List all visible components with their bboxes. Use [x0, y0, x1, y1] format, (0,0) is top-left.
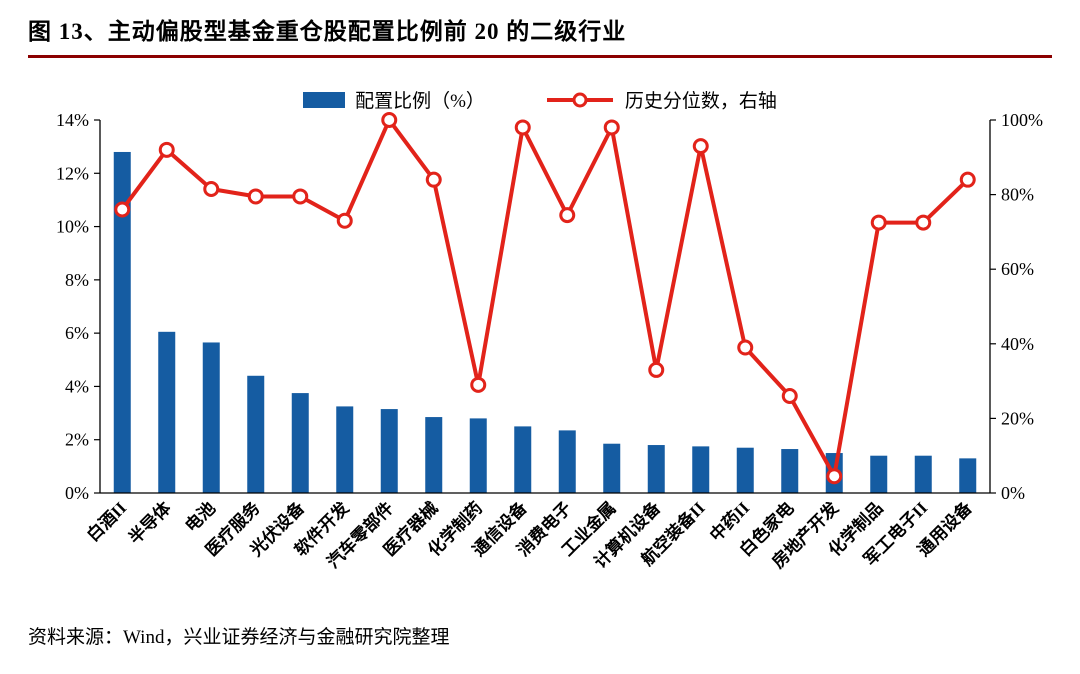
- percentile-line-marker: [292, 188, 309, 205]
- left-axis-tick-label: 4%: [65, 376, 89, 396]
- left-axis-tick-label: 2%: [65, 430, 89, 450]
- percentile-line-marker: [692, 138, 709, 155]
- percentile-line-marker: [470, 376, 487, 393]
- allocation-bar: [291, 393, 309, 493]
- left-axis-tick-label: 10%: [56, 217, 89, 237]
- percentile-line-marker: [381, 112, 398, 128]
- percentile-line-marker: [559, 207, 576, 224]
- x-axis-category-label: 半导体: [124, 497, 175, 548]
- figure-header: 图 13、主动偏股型基金重仓股配置比例前 20 的二级行业: [0, 0, 1080, 46]
- percentile-line-marker: [336, 212, 353, 229]
- title-rule: [28, 55, 1052, 58]
- percentile-line-marker: [114, 201, 131, 218]
- percentile-line-marker: [781, 388, 798, 405]
- allocation-bar: [202, 342, 220, 493]
- percentile-line-marker: [203, 181, 220, 198]
- figure-title: 图 13、主动偏股型基金重仓股配置比例前 20 的二级行业: [28, 19, 627, 44]
- allocation-bar: [603, 443, 621, 493]
- allocation-bar: [647, 445, 665, 493]
- allocation-bar: [336, 406, 354, 493]
- allocation-bar: [781, 449, 799, 493]
- allocation-bar: [113, 151, 131, 493]
- right-axis-tick-label: 60%: [1001, 259, 1034, 279]
- percentile-line-marker: [959, 171, 976, 188]
- allocation-bar: [380, 409, 398, 493]
- allocation-bar: [959, 458, 977, 493]
- percentile-line-marker: [870, 214, 887, 231]
- allocation-bar: [558, 430, 576, 493]
- x-axis-category-label: 白酒II: [83, 497, 131, 545]
- x-axis-category-label: 电池: [181, 498, 219, 536]
- allocation-bar: [692, 446, 710, 493]
- chart-area: 配置比例（%） 历史分位数，右轴 0% 2% 4% 6% 8% 10% 12% 14% 0% 20…: [0, 62, 1080, 614]
- percentile-line-marker: [603, 119, 620, 136]
- percentile-line-marker: [737, 339, 754, 356]
- right-axis-tick-label: 0%: [1001, 483, 1025, 503]
- left-axis-tick-label: 8%: [65, 270, 89, 290]
- allocation-bar: [247, 375, 265, 493]
- percentile-line-marker: [425, 171, 442, 188]
- percentile-line-marker: [514, 119, 531, 136]
- percentile-line-marker: [915, 214, 932, 231]
- left-axis-tick-label: 0%: [65, 483, 89, 503]
- left-axis-tick-label: 12%: [56, 163, 89, 183]
- allocation-bar: [469, 418, 487, 493]
- percentile-line-marker: [648, 361, 665, 378]
- percentile-line-marker: [247, 188, 264, 205]
- right-axis-tick-label: 20%: [1001, 408, 1034, 428]
- allocation-bar: [158, 331, 176, 493]
- source-note: 资料来源：Wind，兴业证券经济与金融研究院整理: [28, 627, 450, 648]
- right-axis-tick-label: 100%: [1001, 110, 1043, 130]
- right-axis-tick-label: 40%: [1001, 334, 1034, 354]
- right-axis-tick-label: 80%: [1001, 185, 1034, 205]
- left-axis-tick-label: 14%: [56, 110, 89, 130]
- allocation-bar: [514, 426, 532, 493]
- allocation-bar: [870, 455, 888, 493]
- left-axis-tick-label: 6%: [65, 323, 89, 343]
- allocation-bar: [914, 455, 932, 493]
- percentile-line-marker: [158, 141, 175, 158]
- allocation-bar: [736, 447, 754, 493]
- percentile-line-marker: [826, 468, 843, 485]
- chart-svg: 0% 2% 4% 6% 8% 10% 12% 14% 0% 20% 40% 60% 80% 100% 白酒I…: [56, 110, 1043, 572]
- allocation-bar: [425, 417, 443, 493]
